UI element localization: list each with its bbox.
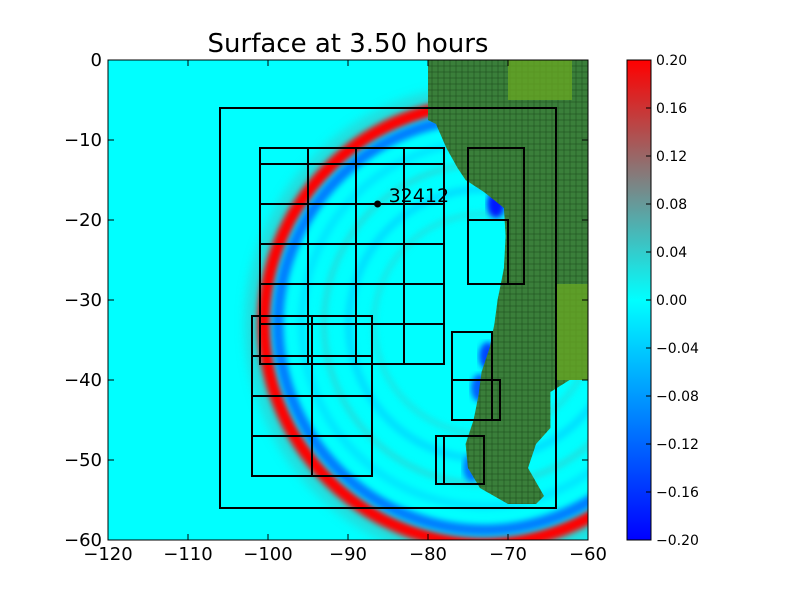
region-box — [467, 219, 509, 285]
x-tick-label: −120 — [83, 544, 132, 565]
refinement-regions — [219, 107, 557, 509]
y-tick-label: −50 — [64, 450, 102, 471]
colorbar-axis: 0.20 0.16 0.12 0.08 0.04 0.00 −0.04 −0.08 −0.12 −… — [646, 53, 699, 549]
region-box — [443, 435, 485, 485]
y-axis: 0 −10 −20 −30 −40 −50 −60 — [64, 50, 588, 551]
colorbar-tick-label: 0.16 — [656, 101, 687, 117]
x-tick-label: −60 — [569, 544, 607, 565]
chart-title: Surface at 3.50 hours — [208, 29, 489, 59]
colorbar-tick-label: −0.16 — [656, 485, 699, 501]
colorbar-tick-label: 0.04 — [656, 245, 687, 261]
y-tick-label: −20 — [64, 210, 102, 231]
region-box — [219, 107, 557, 509]
colorbar-tick-label: 0.00 — [656, 293, 687, 309]
region-box — [259, 147, 445, 365]
colorbar-tick-label: −0.20 — [656, 533, 699, 549]
y-tick-label: −10 — [64, 130, 102, 151]
highland-patch — [508, 60, 572, 100]
x-tick-label: −100 — [243, 544, 292, 565]
colorbar-tick-label: −0.08 — [656, 389, 699, 405]
colorbar-tick-label: −0.04 — [656, 341, 699, 357]
x-tick-label: −70 — [489, 544, 527, 565]
highland-patch — [556, 284, 588, 380]
y-tick-label: −60 — [64, 530, 102, 551]
gauge-marker: 32412 — [374, 185, 449, 208]
y-tick-label: 0 — [91, 50, 102, 71]
colorbar-tick-label: 0.20 — [656, 53, 687, 69]
gauge-point — [374, 200, 382, 208]
y-tick-label: −30 — [64, 290, 102, 311]
colorbar-tick-label: 0.12 — [656, 149, 687, 165]
x-tick-label: −80 — [409, 544, 447, 565]
colorbar-tick-label: −0.12 — [656, 437, 699, 453]
gauge-label: 32412 — [389, 185, 449, 207]
region-box — [451, 379, 501, 421]
x-tick-label: −110 — [163, 544, 212, 565]
x-tick-label: −90 — [329, 544, 367, 565]
y-tick-label: −40 — [64, 370, 102, 391]
colorbar-tick-label: 0.08 — [656, 197, 687, 213]
x-axis: −120 −110 −100 −90 −80 −70 −60 — [83, 60, 607, 565]
